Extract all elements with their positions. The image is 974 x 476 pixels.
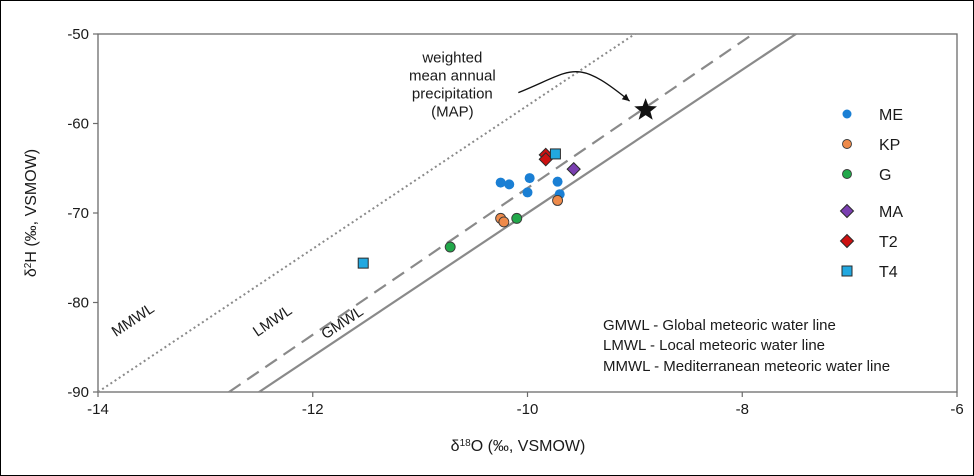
data-points: [357, 147, 581, 269]
line-mmwl: [98, 34, 636, 392]
legend-label-kp: KP: [879, 137, 900, 154]
x-axis-label-sup: 18: [460, 438, 472, 449]
note-gmwl: GMWL - Global meteoric water line: [603, 317, 836, 334]
point-me: [504, 179, 515, 190]
x-axis-label-rest: O (‰, VSMOW): [471, 438, 586, 455]
legend-item-t2: T2: [839, 233, 898, 251]
x-tick-label: -12: [302, 401, 324, 418]
point-ma: [566, 161, 581, 177]
point-me: [495, 177, 506, 188]
map-label-line: precipitation: [412, 86, 493, 103]
point-me: [552, 176, 563, 187]
map-arrow-head: [621, 93, 630, 102]
point-me: [524, 173, 535, 184]
legend-label-g: G: [879, 167, 891, 184]
legend-marker-g: [842, 169, 852, 179]
point-g: [444, 241, 456, 253]
x-tick-label: -6: [950, 401, 963, 418]
legend-item-t4: T4: [841, 264, 898, 281]
x-tick-label: -10: [517, 401, 539, 418]
legend-marker-t4: [841, 265, 853, 277]
legend-item-me: ME: [842, 107, 903, 124]
y-axis-label: δ2H (‰, VSMOW): [23, 149, 41, 277]
legend-marker-t2: [839, 233, 855, 249]
legend-label-t4: T4: [879, 264, 898, 281]
legend-marker-me: [842, 109, 852, 119]
legend: ME KP G MA T2 T4: [839, 107, 903, 281]
legend-label-t2: T2: [879, 234, 898, 251]
x-axis-label-main: δ: [451, 438, 460, 455]
y-axis-label-rest: H (‰, VSMOW): [23, 149, 40, 263]
map-star: [634, 98, 657, 120]
legend-item-kp: KP: [842, 137, 900, 154]
line-label-lmwl: LMWL: [250, 302, 295, 340]
y-tick-label: -90: [67, 384, 89, 401]
y-tick-label: -50: [67, 26, 89, 43]
point-kp: [552, 195, 564, 206]
map-label-line: (MAP): [431, 104, 474, 121]
point-t4: [549, 148, 561, 160]
legend-marker-ma: [839, 203, 855, 219]
note-lmwl: LMWL - Local meteoric water line: [603, 337, 825, 354]
y-axis-label-sup: 2: [23, 262, 34, 268]
map-label-line: weighted: [421, 50, 482, 67]
legend-label-ma: MA: [879, 204, 903, 221]
y-tick-label: -80: [67, 295, 89, 312]
legend-label-me: ME: [879, 107, 903, 124]
line-gmwl: [258, 34, 797, 392]
x-tick-label: -14: [87, 401, 109, 418]
y-axis-label-main: δ: [23, 268, 40, 277]
line-label-mmwl: MMWL: [109, 300, 158, 340]
legend-item-g: G: [842, 167, 891, 184]
point-g: [511, 212, 523, 224]
point-me: [522, 187, 533, 198]
x-tick-label: -8: [736, 401, 749, 418]
legend-marker-kp: [842, 139, 852, 149]
map-arrow: [518, 71, 631, 102]
point-t4: [357, 257, 369, 269]
map-label-line: mean annual: [409, 68, 496, 85]
y-tick-label: -60: [67, 116, 89, 133]
point-kp: [498, 216, 510, 228]
line-lmwl: [228, 34, 754, 392]
x-axis-label: δ18O (‰, VSMOW): [451, 438, 586, 456]
axes: -14 -12 -10 -8 -6 -50 -60 -70 -80 -90: [67, 26, 963, 418]
note-mmwl: MMWL - Mediterranean meteoric water line: [603, 358, 890, 375]
y-tick-label: -70: [67, 205, 89, 222]
legend-item-ma: MA: [839, 203, 903, 221]
